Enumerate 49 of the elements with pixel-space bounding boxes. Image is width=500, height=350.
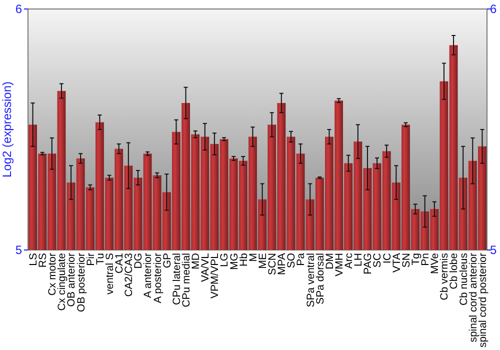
x-tick-label: SPa ventral	[304, 253, 317, 308]
x-tick-label: LG	[218, 253, 231, 268]
x-tick-label: VA/VL	[200, 252, 212, 282]
x-tick-label: spinal cord posterior	[476, 252, 489, 348]
x-tick-label: spinal cord anterior	[467, 252, 480, 342]
x-tick-label: OB anterior	[66, 252, 78, 307]
x-tick-label: Cb nucleus	[458, 253, 470, 306]
x-tick-label: PAG	[362, 253, 374, 274]
x-tick-label: A posterior	[152, 252, 164, 304]
x-tick-label: SC	[372, 252, 384, 268]
x-tick-label: Cx cingulate	[56, 252, 68, 311]
x-tick-label: DM	[324, 253, 336, 270]
x-tick-label: Tu	[94, 252, 106, 265]
x-tick-label: M	[247, 253, 260, 262]
x-tick-label: IC	[381, 252, 394, 264]
x-tick-label: ventral S	[104, 253, 116, 294]
x-tick-label: Arc	[343, 253, 356, 269]
x-tick-label: SO	[286, 253, 298, 268]
x-tick-label: Cb lobe	[448, 252, 460, 290]
x-tick-label: ME	[256, 253, 269, 269]
x-tick-label: Pn	[420, 252, 432, 266]
x-tick-label: Hb	[238, 252, 250, 266]
x-tick-label: MVe	[429, 252, 442, 274]
x-tick-label: Pir	[84, 252, 97, 266]
x-tick-label: CA1	[114, 252, 126, 274]
x-tick-label: VPM/VPL	[209, 252, 222, 299]
y2-tick-label: 5	[490, 243, 497, 258]
x-tick-label: MPA	[276, 253, 288, 275]
x-tick-label: VTA	[390, 253, 403, 273]
x-tick-label: LH	[352, 253, 365, 266]
x-tick-label: LS	[27, 253, 40, 266]
x-tick-label: MG	[228, 253, 240, 270]
x-tick-label: SPa dorsal	[314, 253, 326, 304]
x-tick-label: Tg	[410, 252, 422, 266]
x-tick-label: CPu medial	[180, 253, 192, 308]
x-tick-label: SCN	[266, 253, 279, 276]
x-tick-label: SN	[400, 253, 412, 268]
x-tick-label: RS	[37, 253, 50, 268]
x-tick-label: Pa	[295, 252, 308, 266]
x-tick-label: CPu lateral	[170, 253, 183, 305]
x-tick-label: A anterior	[142, 252, 154, 298]
x-tick-label: CA2/CA3	[123, 252, 136, 297]
x-tick-label: VMH	[333, 253, 346, 276]
x-tick-label: OB posterior	[75, 252, 88, 312]
x-tick-label: GP	[161, 253, 174, 268]
y-axis-title: Log2 (expression)	[0, 81, 14, 178]
y2-tick-label: 6	[490, 2, 497, 16]
x-tick-label: MD	[190, 252, 202, 270]
x-tick-label: DG	[132, 253, 145, 269]
